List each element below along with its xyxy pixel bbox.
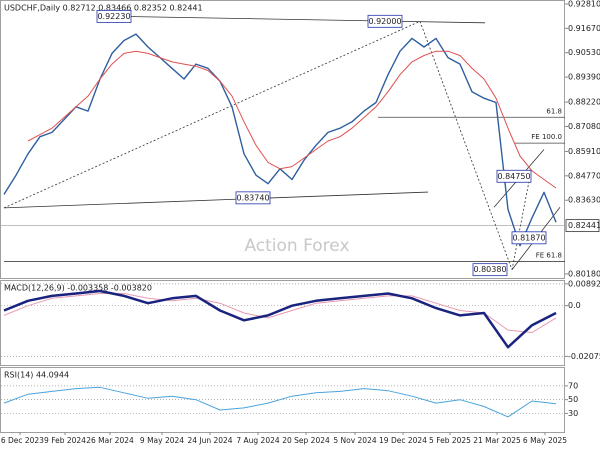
panel-title: MACD(12,26,9) -0.003358 -0.003820	[4, 284, 152, 293]
price-label-box	[96, 9, 132, 23]
y-tick-label: -0.020759	[568, 352, 600, 361]
trend-line	[511, 176, 531, 270]
y-tick-label: 0.87080	[568, 122, 600, 131]
last-price-label: 0.82441	[568, 221, 600, 230]
level-label: FE 100.0	[531, 133, 562, 141]
price-label: 0.92230	[97, 12, 130, 21]
x-tick-label: 20 Sep 2024	[282, 436, 330, 445]
y-tick-label: 0.85910	[568, 147, 600, 156]
trend-line	[3, 191, 429, 209]
y-tick-label: 0.008923	[568, 279, 600, 288]
trend-line	[419, 21, 513, 270]
level-label: FE 61.8	[536, 252, 562, 260]
price-label-box	[235, 191, 271, 205]
trend-line	[96, 15, 486, 24]
price-label: 0.84750	[497, 172, 530, 181]
price-label-box	[472, 263, 508, 277]
panel-title: RSI(14) 44.0944	[4, 371, 69, 380]
macd-panel	[0, 280, 565, 366]
price-label: 0.92000	[368, 17, 401, 26]
trend-line	[3, 20, 421, 209]
y-tick-label: 30	[568, 409, 578, 418]
series-line	[3, 289, 557, 349]
y-tick-label: 50	[568, 395, 578, 404]
x-tick-label: 9 May 2024	[140, 436, 184, 445]
series-line	[3, 33, 557, 247]
y-tick-label: 0.90530	[568, 48, 600, 57]
price-label: 0.83740	[236, 193, 269, 202]
y-tick-label: 0.80180	[568, 269, 600, 278]
x-tick-label: 26 Mar 2024	[86, 436, 134, 445]
x-tick-label: 19 Dec 2024	[379, 436, 427, 445]
y-tick-label: 0.92810	[568, 0, 600, 8]
price-label: 0.81870	[512, 233, 545, 242]
rsi-panel	[0, 367, 565, 433]
price-label-box	[511, 231, 547, 245]
x-tick-label: 26 Dec 2023	[0, 436, 44, 445]
y-tick-label: 0.88220	[568, 98, 600, 107]
price-label-box	[367, 14, 403, 28]
x-tick-label: 6 May 2025	[523, 436, 567, 445]
price-label: 0.80380	[473, 265, 506, 274]
level-label: 61.8	[546, 107, 562, 115]
series-line	[3, 386, 557, 418]
y-tick-label: 0.84770	[568, 171, 600, 180]
watermark: Action Forex	[244, 236, 349, 256]
y-tick-label: 70	[568, 381, 578, 390]
series-line	[27, 50, 557, 189]
last-price-box	[565, 219, 600, 233]
y-tick-label: 0.0	[568, 301, 581, 310]
x-tick-label: 24 Jun 2024	[187, 436, 232, 445]
y-tick-label: 0.83630	[568, 196, 600, 205]
x-tick-label: 5 Nov 2024	[333, 436, 376, 445]
y-tick-label: 0.89390	[568, 73, 600, 82]
x-tick-label: 7 Aug 2024	[236, 436, 279, 445]
price-label-box	[496, 169, 532, 183]
panel-title: USDCHF,Daily 0.82712 0.83466 0.82352 0.8…	[4, 4, 203, 13]
x-tick-label: 5 Feb 2025	[429, 436, 471, 445]
y-tick-label: 0.91670	[568, 24, 600, 33]
x-tick-label: 21 Mar 2025	[473, 436, 521, 445]
x-tick-label: 9 Feb 2024	[44, 436, 86, 445]
series-line	[3, 293, 557, 333]
main-panel	[0, 0, 565, 279]
